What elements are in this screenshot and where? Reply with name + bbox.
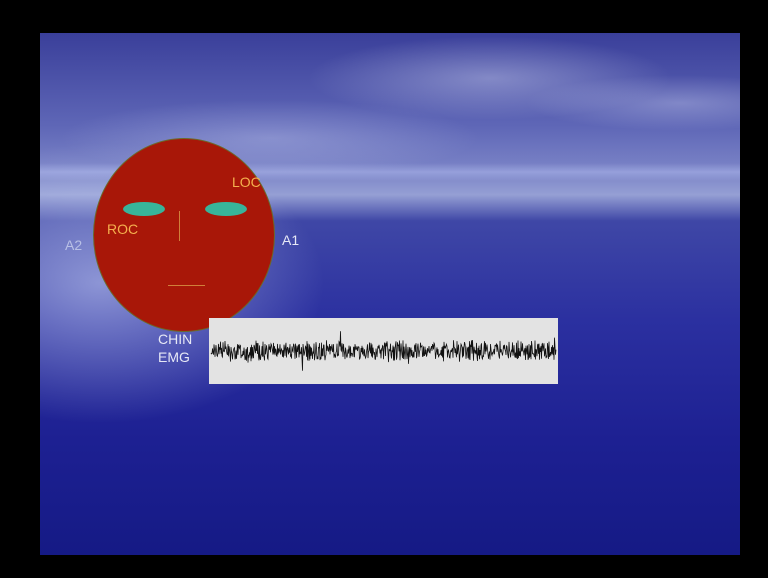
a1-label: A1 — [282, 232, 300, 248]
loc-label: LOC — [232, 174, 261, 190]
nose-line — [179, 211, 180, 241]
emg-trace-panel — [209, 318, 558, 384]
face-diagram — [93, 138, 275, 332]
mouth-line — [168, 285, 205, 286]
right-eye — [123, 202, 165, 216]
emg-label: EMG — [158, 349, 190, 365]
chin-label: CHIN — [158, 331, 193, 347]
emg-trace-line — [210, 331, 557, 371]
roc-label: ROC — [107, 221, 139, 237]
a2-label: A2 — [65, 237, 83, 253]
slide-background: LOC ROC A2 A1 CHIN EMG — [40, 33, 740, 555]
left-eye — [205, 202, 247, 216]
emg-trace-graphic — [210, 331, 557, 371]
